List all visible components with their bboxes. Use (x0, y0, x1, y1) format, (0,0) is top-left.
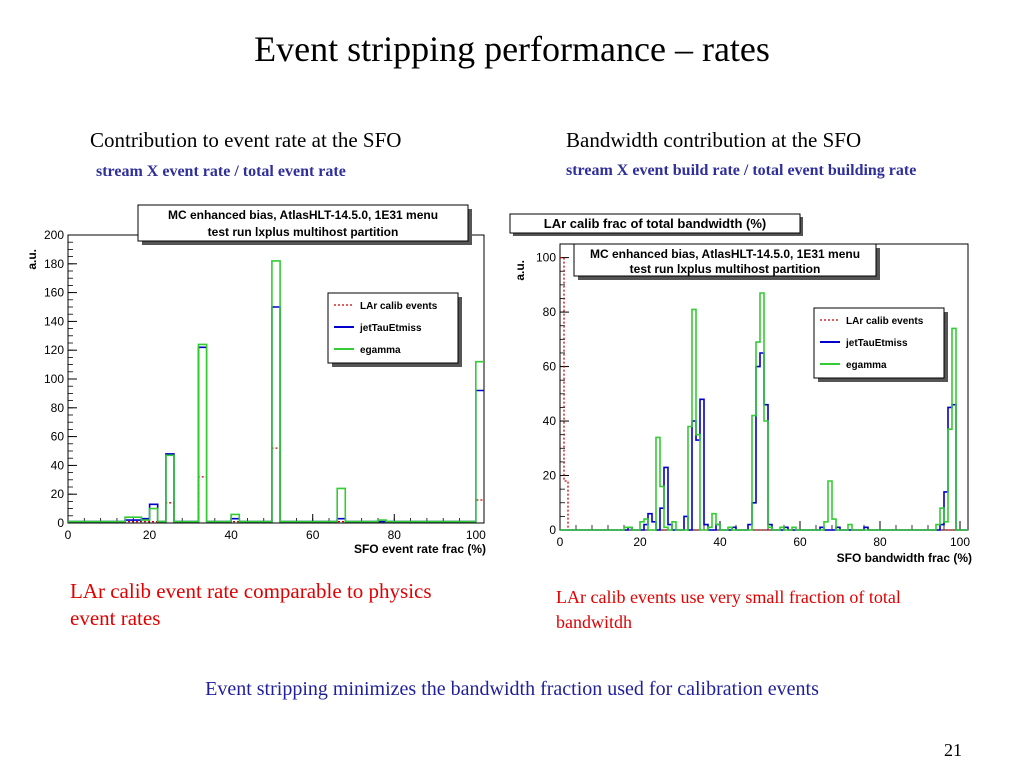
y-tick-label: 140 (44, 314, 64, 328)
y-tick-label: 60 (51, 430, 65, 444)
x-tick-label: 40 (713, 535, 727, 549)
x-tick-label: 40 (224, 528, 238, 542)
y-tick-label: 80 (51, 401, 65, 415)
y-axis-label: a.u. (25, 249, 39, 270)
info-box-line: test run lxplus multihost partition (208, 225, 399, 239)
legend-entry-0: LAr calib events (846, 316, 924, 327)
left-subheading: stream X event rate / total event rate (96, 163, 346, 180)
y-tick-label: 20 (543, 469, 557, 483)
x-tick-label: 80 (873, 535, 887, 549)
y-tick-label: 0 (57, 516, 64, 530)
event-rate-histogram: 0 20 40 60 80 100 120 140 160 180 200 0 20 40 60 80 100 S… (10, 195, 505, 565)
x-axis-label: SFO bandwidth frac (%) (837, 551, 972, 565)
series-line-2 (560, 292, 968, 531)
y-tick-label: 180 (44, 257, 64, 271)
y-tick-label: 120 (44, 343, 64, 357)
legend-entry-0: LAr calib events (360, 301, 438, 312)
y-tick-label: 100 (536, 251, 556, 265)
left-note: LAr calib event rate comparable to physi… (70, 579, 432, 630)
y-tick-label: 20 (51, 487, 65, 501)
legend-entry-1: jetTauEtmiss (359, 323, 422, 334)
y-tick-label: 40 (543, 414, 557, 428)
info-box-line: MC enhanced bias, AtlasHLT-14.5.0, 1E31 … (168, 208, 438, 222)
bandwidth-histogram: 0 20 40 60 80 100 0 20 40 60 80 100 SFO bandwidth fr… (506, 204, 994, 574)
y-tick-label: 100 (44, 372, 64, 386)
y-tick-label: 0 (549, 523, 556, 537)
right-heading: Bandwidth contribution at the SFO (566, 128, 862, 152)
y-tick-label: 200 (44, 228, 64, 242)
info-box (137, 204, 469, 242)
title-box (509, 213, 801, 234)
info-box-line: MC enhanced bias, AtlasHLT-14.5.0, 1E31 … (590, 247, 860, 261)
right-subheading: stream X event build rate / total event … (566, 162, 917, 179)
legend-entry-2: egamma (360, 345, 401, 356)
legend-entry-1: jetTauEtmiss (845, 338, 908, 349)
y-tick-label: 60 (543, 360, 557, 374)
slide-title: Event stripping performance – rates (254, 29, 770, 69)
histogram-title: LAr calib frac of total bandwidth (%) (544, 216, 766, 231)
x-tick-label: 20 (633, 535, 647, 549)
x-tick-label: 0 (65, 528, 72, 542)
y-tick-label: 160 (44, 286, 64, 300)
info-box-line: test run lxplus multihost partition (630, 262, 821, 276)
x-axis-label: SFO event rate frac (%) (354, 542, 486, 556)
y-tick-label: 80 (543, 305, 557, 319)
x-tick-label: 60 (793, 535, 807, 549)
legend-entry-2: egamma (846, 360, 887, 371)
series-line-2 (68, 260, 484, 523)
left-heading: Contribution to event rate at the SFO (90, 128, 402, 152)
x-tick-label: 20 (143, 528, 157, 542)
x-tick-label: 100 (466, 528, 486, 542)
x-tick-label: 80 (388, 528, 402, 542)
x-tick-label: 60 (306, 528, 320, 542)
footer-conclusion: Event stripping minimizes the bandwidth … (205, 678, 819, 700)
x-tick-label: 0 (557, 535, 564, 549)
page-number: 21 (944, 740, 962, 760)
x-tick-label: 100 (950, 535, 970, 549)
plot-frame (67, 234, 485, 524)
y-axis-label: a.u. (513, 260, 527, 281)
bandwidth-chart-svg: 0 20 40 60 80 100 0 20 40 60 80 100 SFO bandwidth fr… (509, 213, 972, 565)
right-note: LAr calib events use very small fraction… (556, 587, 901, 632)
y-tick-label: 40 (51, 458, 65, 472)
info-box (573, 243, 877, 277)
